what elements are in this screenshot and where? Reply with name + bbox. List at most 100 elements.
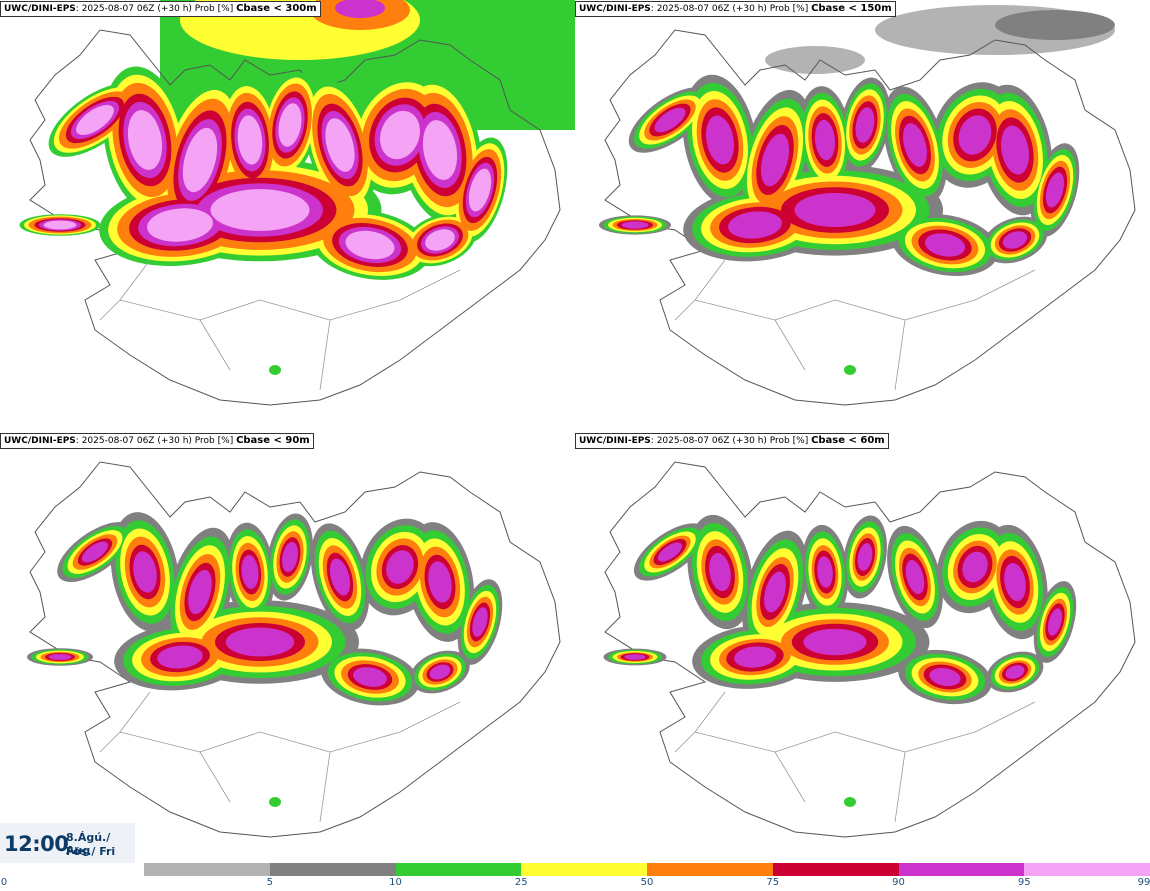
probability-area [765,46,865,74]
probability-map [19,0,575,406]
probability-area [962,551,988,583]
probability-area [76,105,114,135]
panel-title: UWC/DINI-EPS: 2025-08-07 06Z (+30 h) Pro… [0,433,314,449]
probability-area [857,543,873,571]
colorbar-segment [395,863,522,876]
map-panel-90m: UWC/DINI-EPS: 2025-08-07 06Z (+30 h) Pro… [0,432,575,864]
island-marker [844,365,856,375]
probability-area [929,667,961,687]
colorbar-tick-label: 25 [514,877,528,888]
probability-map [603,461,1136,838]
colorbar-segment [772,863,899,876]
probability-area [924,233,966,257]
colorbar-segment [898,863,1025,876]
probability-colorbar [144,863,1150,876]
probability-area [995,10,1115,40]
probability-area [468,168,492,212]
probability-area [764,571,786,613]
colorbar-tick-label: 10 [389,877,402,888]
probability-area [958,115,992,155]
probability-area [654,107,686,133]
probability-area [345,230,395,260]
probability-area [422,120,458,180]
probability-area [1004,562,1026,602]
probability-area [814,119,836,161]
probability-area [706,115,734,165]
interior-lines [674,691,1036,823]
probability-area [709,552,731,592]
probability-area [147,208,213,242]
probability-area [903,123,927,167]
map-panel-300m: UWC/DINI-EPS: 2025-08-07 06Z (+30 h) Pro… [0,0,575,432]
probability-area [803,628,867,656]
probability-map [27,461,561,838]
map-panel-60m: UWC/DINI-EPS: 2025-08-07 06Z (+30 h) Pro… [575,432,1150,864]
probability-area [472,607,488,637]
coastline [604,461,1136,838]
colorbar-tick-label: 50 [640,877,654,888]
valid-time-box: 12:00 8.Ágú./ Aug Fös./ Fri [0,823,135,863]
probability-area [1045,172,1065,208]
probability-area [182,127,218,193]
probability-area [237,115,263,165]
probability-area [157,645,203,669]
probability-area [353,667,387,687]
probability-area [1001,125,1029,175]
panel-title: UWC/DINI-EPS: 2025-08-07 06Z (+30 h) Pro… [575,433,889,449]
probability-area [282,541,298,573]
probability-area [1047,608,1063,636]
valid-time: 12:00 [4,832,69,856]
probability-area [657,542,683,562]
probability-area [794,192,876,228]
interior-lines [99,691,461,823]
coastline [29,461,561,838]
panel-title: UWC/DINI-EPS: 2025-08-07 06Z (+30 h) Pro… [0,1,321,17]
island-marker [844,797,856,807]
colorbar-segment [1024,863,1150,876]
probability-area [621,221,649,229]
colorbar-tick-label: 90 [892,877,905,888]
probability-area [386,550,414,584]
valid-date: 8.Ágú./ Aug [66,831,111,857]
probability-area [428,561,452,603]
panel-title: UWC/DINI-EPS: 2025-08-07 06Z (+30 h) Pro… [575,1,896,17]
probability-area [133,551,157,593]
probability-area [225,627,295,657]
colorbar-segment [269,863,396,876]
probability-area [325,118,355,172]
probability-area [429,664,451,680]
probability-area [1002,231,1028,249]
colorbar-tick-label: 99 [1137,877,1150,888]
island-marker [269,797,281,807]
probability-area [817,556,833,588]
probability-area [127,110,163,170]
probability-area [624,654,646,660]
probability-area [81,541,109,563]
probability-map [599,5,1136,406]
colorbar-tick-label: 0 [0,877,8,888]
probability-area [1005,665,1025,679]
probability-area [241,554,259,590]
probability-area [425,229,455,251]
map-panel-150m: UWC/DINI-EPS: 2025-08-07 06Z (+30 h) Pro… [575,0,1150,432]
colorbar-segment [144,863,270,876]
probability-area [188,569,212,615]
probability-area [728,211,782,239]
probability-area [329,558,351,596]
colorbar-segment [521,863,647,876]
probability-area [760,133,790,187]
island-marker [269,365,281,375]
colorbar-tick-label: 5 [266,877,273,888]
colorbar-tick-label: 75 [766,877,780,888]
colorbar-segment [647,863,773,876]
coastline [29,29,561,406]
probability-area [278,103,302,147]
interior-lines [674,259,1036,391]
colorbar-tick-label: 95 [1017,877,1031,888]
probability-area [48,653,72,661]
probability-area [855,107,875,143]
probability-area [210,189,310,231]
probability-area [335,0,385,18]
probability-area [380,110,420,160]
colorbar-ticks: 0 5 10 25 50 75 90 95 99 [0,877,1150,891]
